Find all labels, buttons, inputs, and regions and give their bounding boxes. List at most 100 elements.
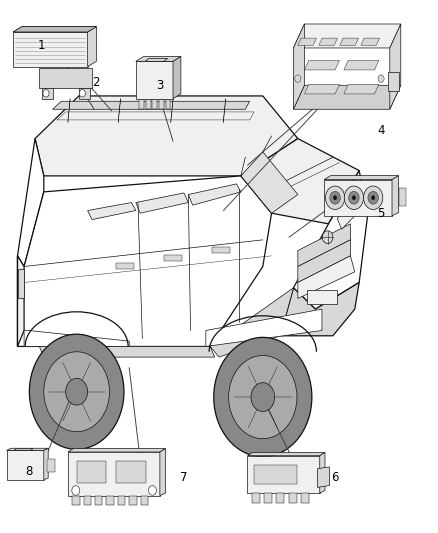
Polygon shape (304, 84, 339, 94)
Polygon shape (136, 56, 181, 61)
Polygon shape (7, 448, 48, 450)
Polygon shape (13, 27, 96, 32)
Polygon shape (39, 68, 92, 88)
Polygon shape (337, 192, 368, 229)
Polygon shape (344, 60, 379, 70)
Polygon shape (160, 448, 166, 496)
Text: 1: 1 (38, 39, 46, 52)
Polygon shape (68, 99, 70, 123)
Polygon shape (141, 496, 148, 505)
Polygon shape (68, 452, 160, 496)
Polygon shape (293, 171, 368, 309)
Polygon shape (88, 27, 96, 67)
Polygon shape (280, 282, 359, 336)
Polygon shape (340, 38, 358, 45)
Polygon shape (223, 99, 226, 123)
Polygon shape (145, 59, 168, 61)
Polygon shape (293, 24, 304, 109)
Polygon shape (118, 99, 120, 123)
Circle shape (148, 486, 156, 495)
Polygon shape (210, 288, 293, 357)
Polygon shape (319, 38, 338, 45)
Circle shape (378, 75, 384, 82)
Polygon shape (392, 176, 399, 216)
Polygon shape (18, 139, 44, 346)
Polygon shape (18, 256, 24, 346)
Polygon shape (13, 32, 88, 67)
Polygon shape (68, 448, 166, 452)
Circle shape (214, 337, 312, 457)
Bar (254, 465, 297, 484)
Polygon shape (146, 99, 151, 109)
Polygon shape (39, 346, 215, 357)
Polygon shape (95, 496, 102, 505)
Bar (307, 290, 337, 304)
Bar (212, 247, 230, 253)
Circle shape (344, 186, 364, 209)
Text: 4: 4 (377, 124, 385, 137)
Polygon shape (57, 112, 254, 120)
Polygon shape (84, 496, 91, 505)
Polygon shape (129, 496, 137, 505)
Circle shape (364, 186, 383, 209)
Polygon shape (88, 203, 136, 220)
Bar (77, 461, 106, 482)
Polygon shape (35, 96, 298, 176)
Polygon shape (152, 99, 157, 109)
Text: 2: 2 (92, 76, 100, 89)
Polygon shape (298, 224, 350, 266)
Text: 6: 6 (331, 471, 339, 483)
Polygon shape (13, 27, 96, 32)
Circle shape (251, 383, 275, 411)
Polygon shape (139, 99, 144, 109)
Polygon shape (318, 467, 329, 487)
Polygon shape (289, 493, 297, 503)
Circle shape (349, 191, 359, 204)
Circle shape (72, 486, 80, 495)
Polygon shape (173, 56, 181, 99)
Polygon shape (361, 38, 379, 45)
Circle shape (352, 196, 356, 200)
Text: 7: 7 (180, 471, 188, 483)
Bar (18, 269, 24, 298)
Polygon shape (18, 176, 272, 346)
Polygon shape (298, 38, 316, 45)
Polygon shape (320, 453, 325, 493)
Bar (164, 255, 182, 261)
Text: 8: 8 (25, 465, 32, 478)
Polygon shape (293, 24, 401, 48)
Polygon shape (14, 449, 33, 450)
Polygon shape (304, 60, 339, 70)
Polygon shape (301, 493, 309, 503)
Polygon shape (188, 184, 241, 205)
Polygon shape (159, 99, 164, 109)
Bar (399, 188, 406, 206)
Polygon shape (324, 176, 399, 180)
Text: 3: 3 (156, 79, 163, 92)
Circle shape (229, 356, 297, 439)
Polygon shape (276, 493, 284, 503)
Polygon shape (72, 496, 80, 505)
Polygon shape (241, 152, 298, 213)
Polygon shape (53, 101, 250, 109)
Polygon shape (42, 88, 53, 99)
Polygon shape (390, 24, 401, 109)
Circle shape (79, 90, 85, 97)
Polygon shape (118, 496, 125, 505)
Polygon shape (241, 139, 359, 224)
Bar (116, 263, 134, 269)
Circle shape (333, 196, 337, 200)
Polygon shape (171, 99, 173, 123)
Bar (47, 459, 55, 472)
Polygon shape (264, 493, 272, 503)
Polygon shape (388, 72, 399, 91)
Polygon shape (166, 99, 170, 109)
Polygon shape (298, 256, 355, 298)
Polygon shape (324, 180, 392, 216)
Circle shape (66, 378, 88, 405)
Polygon shape (247, 456, 320, 493)
Circle shape (29, 334, 124, 449)
Circle shape (330, 191, 340, 204)
Polygon shape (247, 453, 325, 456)
Circle shape (43, 90, 49, 97)
